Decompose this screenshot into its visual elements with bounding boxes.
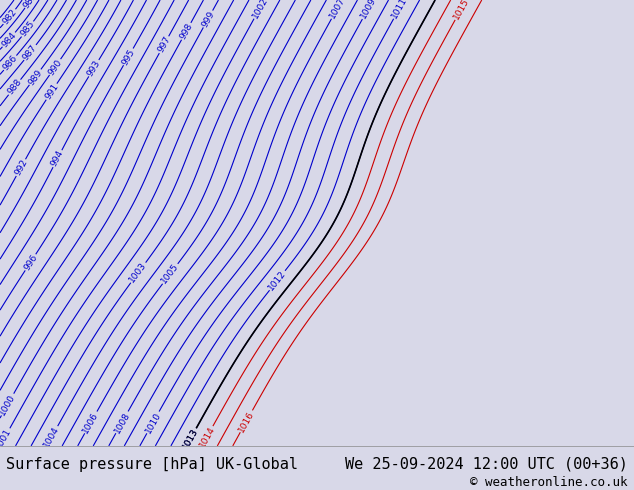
Text: 992: 992: [13, 158, 29, 177]
Text: 1005: 1005: [160, 262, 181, 286]
Text: 1009: 1009: [359, 0, 378, 21]
Text: 1013: 1013: [181, 427, 200, 451]
Text: 983: 983: [22, 0, 39, 10]
Text: 1004: 1004: [42, 425, 61, 449]
Text: 989: 989: [27, 68, 44, 87]
Text: 999: 999: [200, 9, 216, 29]
Text: 1003: 1003: [128, 261, 148, 285]
Text: 1001: 1001: [0, 427, 13, 451]
Text: 988: 988: [6, 77, 23, 97]
Text: 991: 991: [43, 82, 60, 101]
Text: 1010: 1010: [143, 410, 162, 435]
Text: We 25-09-2024 12:00 UTC (00+36): We 25-09-2024 12:00 UTC (00+36): [345, 457, 628, 472]
Text: 985: 985: [19, 20, 36, 39]
Text: 1002: 1002: [250, 0, 269, 20]
Text: 1000: 1000: [0, 392, 17, 417]
Polygon shape: [261, 45, 410, 178]
Text: 994: 994: [49, 149, 65, 169]
Text: 996: 996: [22, 253, 39, 272]
Text: 1011: 1011: [390, 0, 409, 20]
Text: 1015: 1015: [451, 0, 470, 21]
Text: 1007: 1007: [328, 0, 347, 20]
Text: 995: 995: [120, 47, 136, 67]
Polygon shape: [0, 0, 299, 268]
Text: 1012: 1012: [267, 269, 288, 292]
Text: 1006: 1006: [81, 410, 100, 435]
Polygon shape: [0, 268, 149, 401]
Text: Surface pressure [hPa] UK-Global: Surface pressure [hPa] UK-Global: [6, 457, 299, 472]
Text: 1014: 1014: [197, 425, 216, 449]
Text: 990: 990: [46, 57, 64, 77]
Text: 1016: 1016: [237, 409, 256, 434]
Text: © weatheronline.co.uk: © weatheronline.co.uk: [470, 476, 628, 489]
Text: 1013: 1013: [181, 427, 200, 451]
Text: 1008: 1008: [112, 410, 131, 435]
Text: 986: 986: [1, 53, 19, 73]
Text: 993: 993: [86, 58, 102, 78]
Text: 998: 998: [178, 22, 194, 41]
Text: 997: 997: [156, 35, 172, 54]
Text: 987: 987: [21, 43, 39, 62]
Text: 984: 984: [0, 30, 18, 49]
Text: 982: 982: [1, 7, 18, 26]
Polygon shape: [0, 0, 634, 446]
